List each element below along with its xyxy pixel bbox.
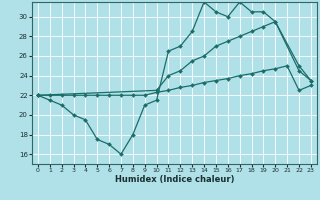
X-axis label: Humidex (Indice chaleur): Humidex (Indice chaleur) [115,175,234,184]
